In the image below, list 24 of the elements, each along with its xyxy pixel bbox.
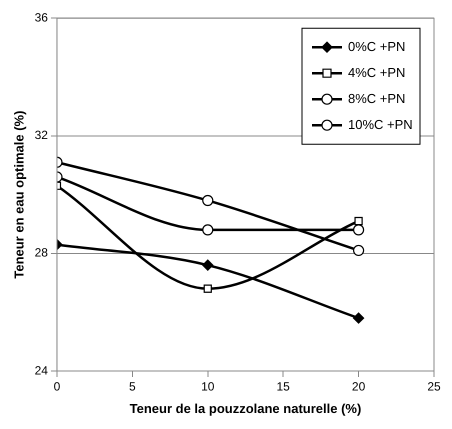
legend-label: 0%C +PN [348, 38, 406, 54]
point [204, 284, 212, 293]
x-tick-label: 0 [54, 380, 61, 394]
point [202, 224, 214, 236]
x-tick-label: 20 [352, 380, 366, 394]
point [352, 312, 364, 324]
y-axis-title: Teneur en eau optimale (%) [11, 110, 26, 279]
x-axis-title: Teneur de la pouzzolane naturelle (%) [130, 400, 362, 416]
x-tick-label: 5 [129, 380, 136, 394]
y-tick-label: 32 [34, 128, 48, 142]
legend-label: 10%C +PN [348, 116, 413, 132]
y-tick-label: 24 [34, 363, 48, 378]
point [354, 216, 363, 226]
x-tick-label: 10 [201, 380, 215, 394]
point [202, 194, 214, 206]
legend-label: 4%C +PN [348, 64, 406, 80]
x-tick-label: 25 [427, 380, 441, 394]
point [202, 260, 214, 271]
legend-label: 8%C +PN [348, 90, 406, 106]
y-tick-label: 36 [34, 10, 48, 25]
y-tick-label: 28 [34, 246, 48, 260]
point [352, 244, 364, 256]
point [352, 224, 364, 236]
x-tick-label: 15 [276, 380, 290, 394]
